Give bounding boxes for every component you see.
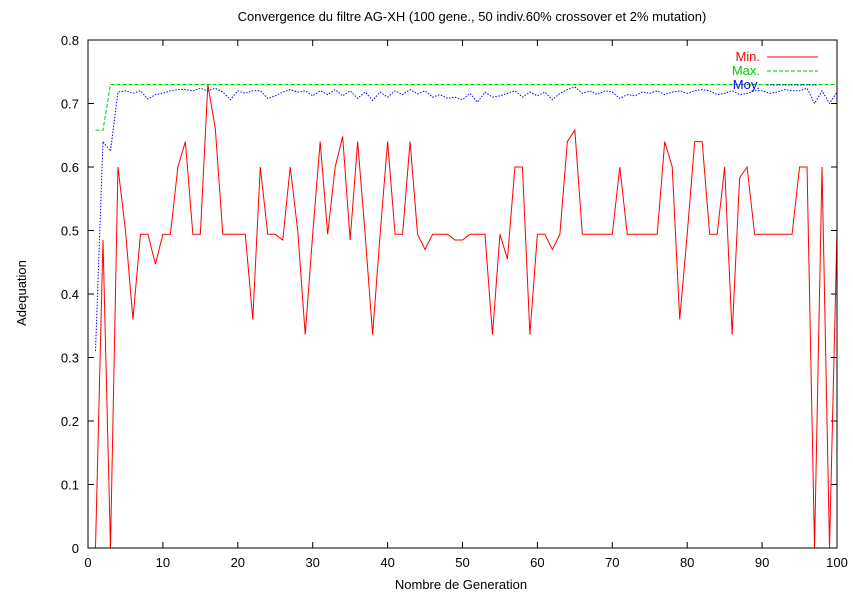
- y-tick-label: 0: [72, 541, 79, 556]
- legend-label: Moy.: [733, 77, 760, 92]
- x-tick-label: 80: [680, 555, 694, 570]
- y-tick-label: 0.3: [61, 351, 79, 366]
- x-tick-label: 50: [455, 555, 469, 570]
- y-tick-label: 0.8: [61, 33, 79, 48]
- legend-label: Max.: [732, 63, 760, 78]
- x-tick-label: 20: [231, 555, 245, 570]
- x-tick-label: 70: [605, 555, 619, 570]
- legend: Min.Max.Moy.: [732, 49, 818, 92]
- plot-frame: [87, 39, 838, 549]
- x-tick-label: 60: [530, 555, 544, 570]
- chart-title: Convergence du filtre AG-XH (100 gene., …: [238, 9, 707, 24]
- y-tick-label: 0.6: [61, 160, 79, 175]
- y-tick-label: 0.4: [61, 287, 79, 302]
- x-tick-label: 30: [305, 555, 319, 570]
- series-line-moy: [94, 86, 838, 352]
- x-axis-label: Nombre de Generation: [395, 577, 527, 592]
- x-tick-label: 40: [380, 555, 394, 570]
- y-axis-label: Adequation: [14, 260, 29, 326]
- series-line-max: [95, 83, 837, 131]
- axis-ticks: 0 10 20 30 40 50 60 70 80 90 100 0 0.1 0.2 0.3 0.4 0.5 0.…: [61, 33, 848, 570]
- y-tick-label: 0.2: [61, 414, 79, 429]
- series-lines: [94, 83, 838, 549]
- x-tick-label: 90: [755, 555, 769, 570]
- y-tick-label: 0.5: [61, 224, 79, 239]
- y-tick-label: 0.1: [61, 478, 79, 493]
- y-tick-label: 0.7: [61, 97, 79, 112]
- legend-label: Min.: [735, 49, 760, 64]
- x-tick-label: 0: [84, 555, 91, 570]
- x-tick-label: 100: [826, 555, 848, 570]
- x-tick-label: 10: [156, 555, 170, 570]
- series-line-min: [94, 84, 838, 549]
